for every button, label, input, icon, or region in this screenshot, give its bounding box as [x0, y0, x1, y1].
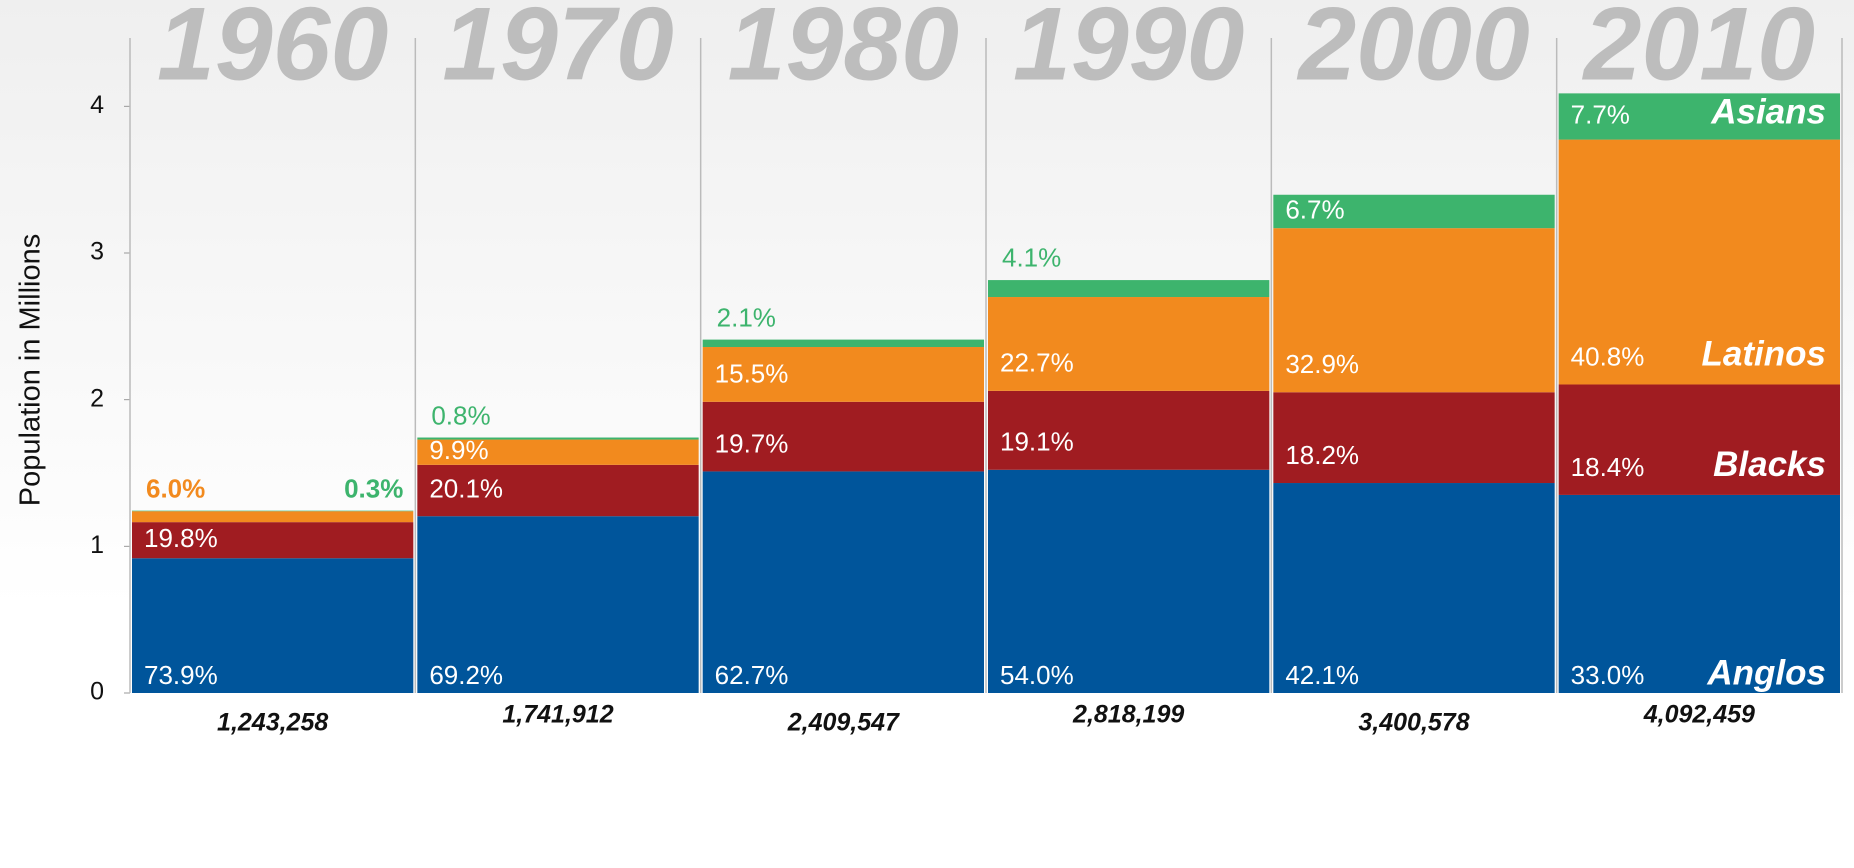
legend-label: Latinos — [1702, 335, 1826, 374]
year-label: 2000 — [1296, 0, 1529, 102]
total-label: 3,400,578 — [1358, 709, 1469, 737]
value-label: 6.0% — [146, 474, 205, 504]
bar-segment — [132, 522, 414, 559]
bar-segment — [1558, 384, 1840, 495]
value-label: 32.9% — [1285, 349, 1359, 379]
bar-segment — [132, 510, 414, 512]
bar-segment — [988, 297, 1270, 391]
bar-segment — [1273, 483, 1555, 693]
bar-segment — [417, 437, 699, 440]
value-label: 40.8% — [1571, 341, 1645, 371]
bar-segment — [988, 469, 1270, 693]
value-label: 42.1% — [1285, 660, 1359, 690]
bar-segment — [702, 471, 984, 693]
value-label: 19.7% — [715, 428, 789, 458]
y-axis-label: Population in Millions — [15, 234, 47, 506]
value-label: 9.9% — [429, 435, 488, 465]
total-label: 2,818,199 — [1072, 701, 1184, 729]
bar-segment — [1273, 228, 1555, 393]
value-label: 18.4% — [1571, 452, 1645, 482]
value-label: 7.7% — [1571, 99, 1630, 129]
year-label: 1990 — [1013, 0, 1244, 102]
value-label: 4.1% — [1002, 243, 1061, 273]
legend-label: Blacks — [1713, 445, 1826, 484]
value-label: 0.8% — [431, 400, 490, 430]
bar-segment — [1558, 139, 1840, 385]
value-label: 69.2% — [429, 660, 503, 690]
year-label: 2010 — [1582, 0, 1815, 102]
y-tick-label: 3 — [90, 238, 104, 266]
value-label: 54.0% — [1000, 660, 1074, 690]
bar-segment — [1273, 392, 1555, 484]
total-label: 2,409,547 — [787, 709, 900, 737]
value-label: 33.0% — [1571, 660, 1645, 690]
value-label: 0.3% — [344, 474, 403, 504]
bar-segment — [417, 516, 699, 693]
value-label: 19.8% — [144, 523, 218, 553]
bar-segment — [417, 464, 699, 517]
value-label: 20.1% — [429, 473, 503, 503]
y-tick-label: 4 — [90, 91, 104, 119]
bar-segment — [702, 401, 984, 472]
value-label: 73.9% — [144, 660, 218, 690]
value-label: 19.1% — [1000, 427, 1074, 457]
bar-segment — [1558, 93, 1840, 140]
bar-segment — [132, 558, 414, 693]
year-label: 1960 — [157, 0, 388, 102]
legend-label: Asians — [1710, 93, 1826, 132]
y-tick-label: 1 — [90, 531, 104, 559]
bar-segment — [132, 511, 414, 523]
total-label: 1,741,912 — [502, 701, 613, 729]
bar-segment — [702, 347, 984, 402]
year-label: 1970 — [442, 0, 673, 102]
bar-segment — [417, 439, 699, 465]
y-tick-label: 0 — [90, 678, 104, 706]
year-label: 1980 — [728, 0, 959, 102]
value-label: 2.1% — [717, 302, 776, 332]
y-tick-label: 2 — [90, 384, 104, 412]
bar-segment — [702, 339, 984, 348]
value-label: 15.5% — [715, 359, 789, 389]
total-label: 4,092,459 — [1643, 701, 1755, 729]
value-label: 18.2% — [1285, 440, 1359, 470]
bar-segment — [1273, 194, 1555, 229]
value-label: 6.7% — [1285, 194, 1344, 224]
bar-segment — [988, 390, 1270, 470]
value-label: 22.7% — [1000, 348, 1074, 378]
legend-label: Anglos — [1706, 653, 1826, 692]
bar-segment — [988, 280, 1270, 298]
value-label: 62.7% — [715, 660, 789, 690]
total-label: 1,243,258 — [217, 709, 328, 737]
bar-segment — [1558, 494, 1840, 693]
